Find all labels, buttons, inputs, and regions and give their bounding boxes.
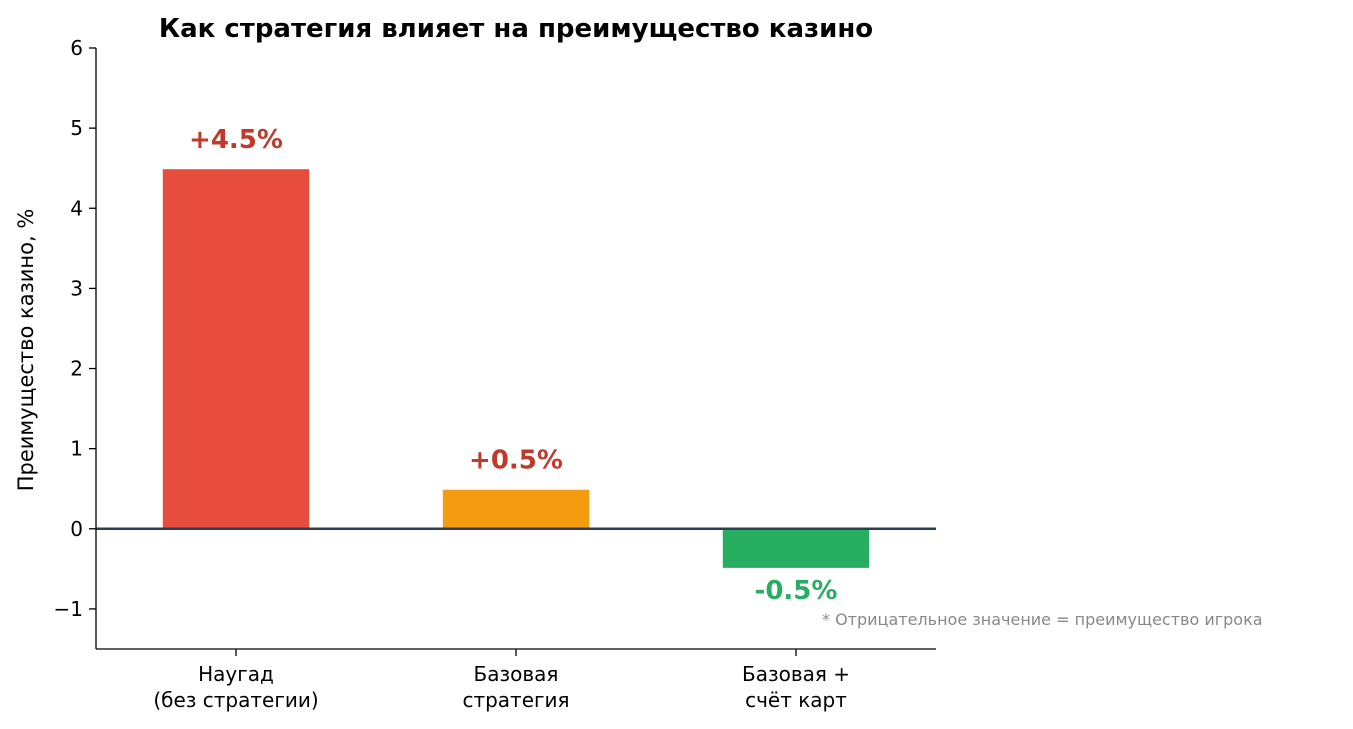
x-tick-label: Базовая + счёт карт [742, 662, 850, 712]
y-tick-label: 5 [70, 116, 83, 140]
y-axis-label: Преимущество казино, % [14, 209, 38, 492]
y-tick-label: 2 [70, 357, 83, 381]
bar [160, 167, 312, 530]
chart-title: Как стратегия влияет на преимущество каз… [159, 14, 873, 44]
y-axis-ticks: −1 0 1 2 3 4 5 6 [54, 36, 96, 621]
y-tick-label: 3 [70, 276, 83, 300]
x-tick-label: Наугад (без стратегии) [153, 662, 318, 712]
bar [440, 487, 592, 530]
y-tick-label: 4 [70, 196, 83, 220]
bar-value-label: -0.5% [755, 576, 838, 606]
x-tick-label: Базовая стратегия [462, 662, 569, 712]
y-tick-label: 1 [70, 437, 83, 461]
bar [720, 527, 872, 570]
y-tick-label: 6 [70, 36, 83, 60]
y-tick-label: −1 [54, 597, 83, 621]
bar-value-labels: +4.5% +0.5% -0.5% [189, 125, 837, 606]
y-tick-label: 0 [70, 517, 83, 541]
bar-value-label: +4.5% [189, 125, 283, 155]
bar-value-label: +0.5% [469, 446, 563, 476]
bars [160, 167, 872, 570]
x-axis-ticks: Наугад (без стратегии) Базовая стратегия Баз… [153, 649, 850, 712]
footnote: * Отрицательное значение = преимущество … [822, 610, 1263, 629]
